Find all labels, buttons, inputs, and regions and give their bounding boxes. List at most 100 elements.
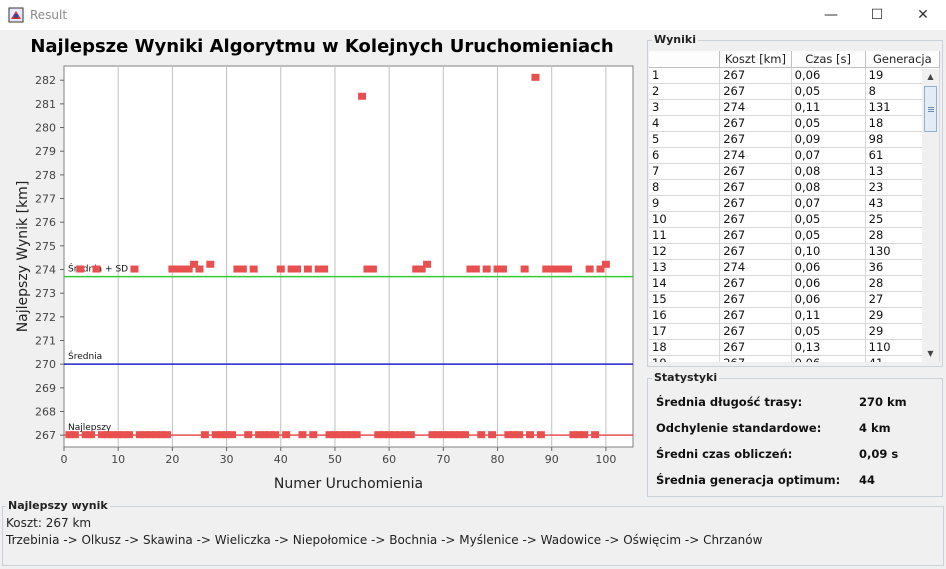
data-point — [119, 431, 128, 439]
title-bar[interactable]: Result — ☐ ✕ — [0, 0, 946, 30]
data-point — [255, 431, 264, 439]
data-point — [563, 265, 572, 273]
table-row[interactable]: 7 267 0,08 13 — [649, 163, 940, 180]
table-cell: 0,09 — [791, 131, 866, 148]
table-cell: 0,11 — [791, 307, 866, 324]
table-row[interactable]: 18 267 0,13 110 — [649, 339, 940, 356]
table-cell: 274 — [719, 147, 792, 164]
table-cell: 14 — [649, 275, 721, 292]
table-cell: 12 — [649, 243, 721, 260]
table-cell: 28 — [865, 227, 940, 244]
table-cell: 0,06 — [791, 67, 866, 84]
table-cell: 11 — [649, 227, 721, 244]
table-cell: 130 — [865, 243, 940, 260]
best-result-panel — [2, 506, 944, 566]
y-tick-label: 282 — [35, 74, 56, 87]
table-row[interactable]: 1 267 0,06 19 — [649, 67, 940, 84]
table-row[interactable]: 14 267 0,06 28 — [649, 275, 940, 292]
data-point — [325, 431, 334, 439]
data-point — [330, 431, 339, 439]
minimize-button[interactable]: — — [824, 7, 838, 23]
data-point — [190, 260, 199, 268]
y-tick-label: 276 — [35, 216, 56, 229]
table-cell: 267 — [719, 211, 792, 228]
data-point — [314, 265, 323, 273]
data-point — [395, 431, 404, 439]
best-result-legend: Najlepszy wynik — [6, 499, 110, 512]
data-point — [271, 431, 280, 439]
data-point — [526, 431, 535, 439]
column-header[interactable]: Czas [s] — [791, 51, 866, 68]
close-button[interactable]: ✕ — [917, 7, 929, 23]
table-cell: 8 — [649, 179, 721, 196]
scroll-up-icon[interactable]: ▲ — [927, 72, 934, 81]
maximize-button[interactable]: ☐ — [870, 7, 884, 23]
table-cell: 267 — [719, 83, 792, 100]
table-row[interactable]: 15 267 0,06 27 — [649, 291, 940, 308]
data-point — [455, 431, 464, 439]
results-table-viewport: Koszt [km] Czas [s] Generacja 1 267 0,06 19 2 2… — [649, 51, 940, 362]
x-tick-label: 80 — [491, 453, 505, 466]
table-row[interactable]: 12 267 0,10 130 — [649, 243, 940, 260]
table-row[interactable]: 11 267 0,05 28 — [649, 227, 940, 244]
data-point — [211, 431, 220, 439]
table-cell: 0,05 — [791, 211, 866, 228]
data-point — [157, 431, 166, 439]
data-point — [341, 431, 350, 439]
table-cell: 110 — [865, 339, 940, 356]
data-point — [146, 431, 155, 439]
table-header: Koszt [km] Czas [s] Generacja — [649, 51, 940, 68]
table-row[interactable]: 4 267 0,05 18 — [649, 115, 940, 132]
data-point — [336, 431, 345, 439]
scroll-thumb[interactable] — [924, 86, 937, 132]
x-axis-label: Numer Uruchomienia — [274, 476, 423, 492]
table-row[interactable]: 192670,0641 — [649, 355, 940, 362]
data-point — [493, 265, 502, 273]
data-point — [406, 431, 415, 439]
data-point — [152, 431, 161, 439]
table-cell: 18 — [865, 115, 940, 132]
table-cell: 267 — [719, 275, 792, 292]
column-header[interactable]: Koszt [km] — [719, 51, 792, 68]
table-row[interactable]: 6 274 0,07 61 — [649, 147, 940, 164]
data-point — [585, 265, 594, 273]
table-row[interactable]: 2 267 0,05 8 — [649, 83, 940, 100]
table-cell: 267 — [719, 243, 792, 260]
table-row[interactable]: 16 267 0,11 29 — [649, 307, 940, 324]
column-header[interactable] — [649, 51, 721, 68]
java-app-icon — [8, 7, 24, 23]
y-tick-label: 281 — [35, 98, 56, 111]
column-header[interactable]: Generacja — [865, 51, 940, 68]
table-cell: 7 — [649, 163, 721, 180]
data-point — [412, 265, 421, 273]
data-point — [87, 431, 96, 439]
data-point — [293, 265, 302, 273]
table-scrollbar[interactable]: ▲ ▼ — [922, 69, 939, 362]
stat-label-avg-generation: Średnia generacja optimum: — [656, 473, 841, 487]
x-tick-label: 60 — [382, 453, 396, 466]
table-row[interactable]: 8 267 0,08 23 — [649, 179, 940, 196]
data-point — [298, 431, 307, 439]
table-row[interactable]: 10 267 0,05 25 — [649, 211, 940, 228]
data-point — [184, 265, 193, 273]
y-tick-label: 268 — [35, 406, 56, 419]
data-point — [553, 265, 562, 273]
table-row[interactable]: 17 267 0,05 29 — [649, 323, 940, 340]
table-row[interactable]: 5 267 0,09 98 — [649, 131, 940, 148]
table-cell: 29 — [865, 307, 940, 324]
table-row[interactable]: 3 274 0,11 131 — [649, 99, 940, 116]
data-point — [504, 431, 513, 439]
table-row[interactable]: 9 267 0,07 43 — [649, 195, 940, 212]
data-point — [444, 431, 453, 439]
table-row[interactable]: 13 274 0,06 36 — [649, 259, 940, 276]
table-cell: 267 — [719, 179, 792, 196]
table-cell: 274 — [719, 259, 792, 276]
data-point — [130, 265, 139, 273]
scroll-down-icon[interactable]: ▼ — [927, 349, 934, 358]
y-tick-label: 274 — [35, 264, 56, 277]
data-point — [162, 431, 171, 439]
y-tick-label: 278 — [35, 169, 56, 182]
table-cell: 0,06 — [791, 259, 866, 276]
data-point — [515, 431, 524, 439]
x-tick-label: 70 — [436, 453, 450, 466]
